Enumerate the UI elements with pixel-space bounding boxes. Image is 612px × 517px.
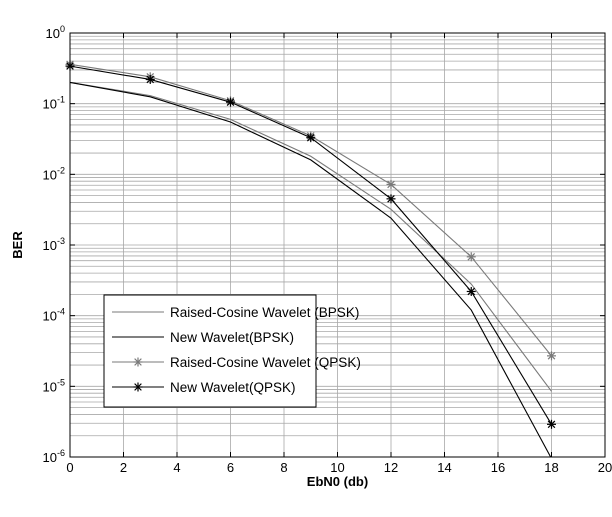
y-axis-label: BER bbox=[10, 231, 25, 259]
legend-marker-4 bbox=[133, 382, 143, 392]
x-tick-label: 10 bbox=[330, 460, 344, 475]
legend: Raised-Cosine Wavelet (BPSK) New Wavelet(… bbox=[103, 294, 361, 408]
series-3-point bbox=[386, 179, 396, 189]
series-line-2 bbox=[70, 81, 552, 457]
y-tick-label: 100 bbox=[46, 24, 65, 41]
x-tick-label: 14 bbox=[437, 460, 451, 475]
legend-label-4: New Wavelet(QPSK) bbox=[170, 380, 296, 395]
legend-marker-3 bbox=[133, 357, 143, 367]
series-4-point bbox=[306, 133, 316, 143]
series-4-point bbox=[386, 194, 396, 204]
series-group bbox=[65, 59, 556, 457]
y-tick-label: 10-2 bbox=[43, 165, 65, 182]
y-tick-label: 10-6 bbox=[43, 448, 65, 465]
series-4-point bbox=[226, 97, 235, 107]
series-4-point bbox=[547, 419, 556, 429]
x-tick-label: 20 bbox=[598, 460, 612, 475]
y-tick-label: 10-1 bbox=[43, 95, 65, 112]
x-tick-label: 12 bbox=[384, 460, 398, 475]
series-4-point bbox=[466, 286, 476, 296]
y-tick-label: 10-5 bbox=[43, 377, 65, 394]
series-3-point bbox=[466, 252, 476, 262]
legend-label-2: New Wavelet(BPSK) bbox=[170, 330, 294, 345]
x-tick-label: 2 bbox=[120, 460, 127, 475]
x-tick-label: 6 bbox=[227, 460, 234, 475]
legend-label-3: Raised-Cosine Wavelet (QPSK) bbox=[170, 355, 361, 370]
legend-label-1: Raised-Cosine Wavelet (BPSK) bbox=[170, 305, 359, 320]
axis-ticks: 0 2 4 6 8 10 12 14 16 18 20 10-6 10-5 10-4 10-3 10-2 10-… bbox=[43, 24, 612, 475]
y-tick-label: 10-4 bbox=[43, 307, 65, 324]
y-tick-label: 10-3 bbox=[43, 236, 65, 253]
x-tick-label: 4 bbox=[173, 460, 180, 475]
x-tick-label: 18 bbox=[544, 460, 558, 475]
x-tick-label: 16 bbox=[491, 460, 505, 475]
series-line-1 bbox=[70, 81, 552, 392]
x-tick-label: 8 bbox=[280, 460, 287, 475]
x-tick-label: 0 bbox=[66, 460, 73, 475]
series-4-point bbox=[145, 74, 155, 84]
x-axis-label: EbN0 (db) bbox=[307, 474, 368, 489]
series-3-point bbox=[547, 351, 556, 361]
